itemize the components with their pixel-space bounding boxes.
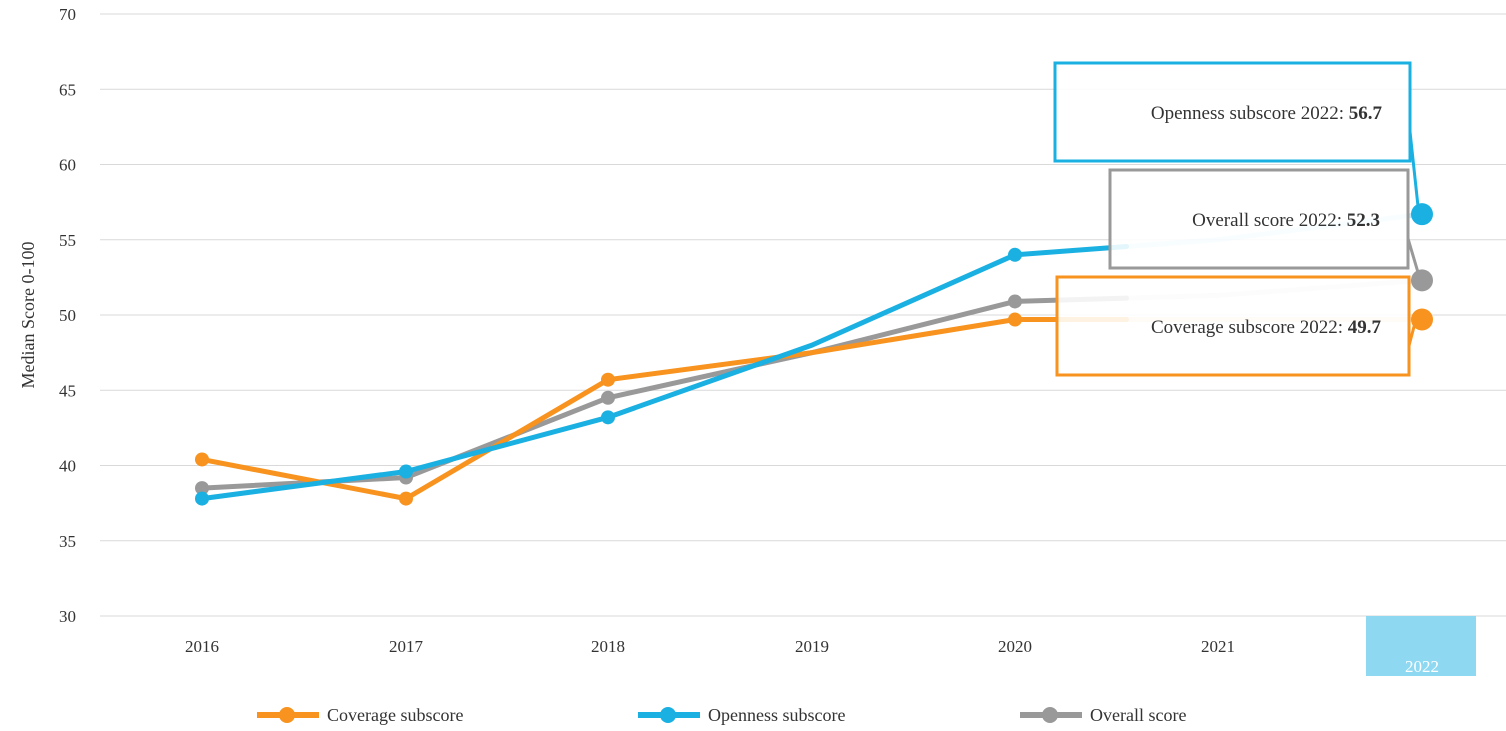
tooltip-layer: Openness subscore 2022: 56.7 Overall scor… bbox=[1053, 61, 1420, 377]
legend-item-openness[interactable]: Openness subscore bbox=[638, 700, 845, 730]
tooltip-box bbox=[1053, 61, 1412, 163]
highlight-band bbox=[1366, 616, 1476, 676]
data-point[interactable] bbox=[601, 372, 615, 387]
legend: Coverage subscore Openness subscore Over… bbox=[0, 700, 1506, 730]
tooltip-prefix: Coverage subscore 2022: bbox=[1151, 317, 1348, 338]
x-tick-label: 2022 bbox=[1405, 657, 1439, 676]
tooltip-prefix: Overall score 2022: bbox=[1192, 210, 1347, 231]
legend-swatch-openness bbox=[638, 707, 700, 723]
tooltip-openness-subscore: Openness subscore 2022: 56.7 bbox=[1053, 61, 1420, 207]
tooltip-pointer bbox=[1406, 238, 1420, 273]
legend-swatch-overall bbox=[1020, 707, 1082, 723]
data-point[interactable] bbox=[1411, 203, 1433, 226]
legend-label-openness: Openness subscore bbox=[708, 704, 846, 725]
legend-label-coverage: Coverage subscore bbox=[327, 704, 464, 725]
tooltip-overall-score: Overall score 2022: 52.3 bbox=[1108, 168, 1420, 273]
x-tick-label: 2021 bbox=[1201, 637, 1235, 656]
tooltip-coverage-subscore: Coverage subscore 2022: 49.7 bbox=[1055, 275, 1420, 377]
y-tick-label: 55 bbox=[59, 231, 76, 250]
x-tick-label: 2018 bbox=[591, 637, 625, 656]
x-tick-label: 2020 bbox=[998, 637, 1032, 656]
data-point[interactable] bbox=[399, 464, 413, 479]
series-line bbox=[199, 244, 1129, 502]
data-point[interactable] bbox=[601, 390, 615, 405]
x-axis-ticks: 2016 2017 2018 2019 2020 2021 2022 bbox=[185, 637, 1439, 676]
data-point[interactable] bbox=[195, 452, 209, 467]
y-axis-ticks: 30 35 40 45 50 55 60 65 70 bbox=[59, 5, 76, 626]
tooltip-text: Overall score 2022: 52.3 bbox=[1192, 210, 1380, 231]
y-tick-label: 40 bbox=[59, 457, 76, 476]
series-line bbox=[199, 317, 1129, 502]
legend-item-coverage[interactable]: Coverage subscore bbox=[257, 700, 463, 730]
tooltip-value: 49.7 bbox=[1348, 317, 1382, 338]
tooltip-prefix: Openness subscore 2022: bbox=[1151, 103, 1349, 124]
y-tick-label: 60 bbox=[59, 156, 76, 175]
y-tick-label: 30 bbox=[59, 607, 76, 626]
tooltip-value: 56.7 bbox=[1349, 103, 1383, 124]
legend-label-overall: Overall score bbox=[1090, 704, 1187, 725]
data-point[interactable] bbox=[1008, 294, 1022, 309]
y-tick-label: 50 bbox=[59, 306, 76, 325]
data-point[interactable] bbox=[195, 481, 209, 496]
data-point[interactable] bbox=[195, 491, 209, 506]
y-axis-label: Median Score 0-100 bbox=[18, 242, 38, 389]
tooltip-text: Openness subscore 2022: 56.7 bbox=[1151, 103, 1383, 124]
x-tick-label: 2017 bbox=[389, 637, 424, 656]
tooltip-box bbox=[1055, 275, 1411, 377]
data-point[interactable] bbox=[601, 410, 615, 425]
y-tick-label: 35 bbox=[59, 532, 76, 551]
data-point[interactable] bbox=[1008, 312, 1022, 327]
grid-lines bbox=[100, 13, 1506, 617]
data-point[interactable] bbox=[1411, 269, 1433, 292]
x-tick-label: 2016 bbox=[185, 637, 219, 656]
y-tick-label: 65 bbox=[59, 80, 76, 99]
y-tick-label: 70 bbox=[59, 5, 76, 24]
x-tick-label: 2019 bbox=[795, 637, 829, 656]
highlight-band-layer bbox=[1366, 616, 1476, 676]
tooltip-value: 52.3 bbox=[1347, 210, 1380, 231]
tooltip-box bbox=[1108, 168, 1410, 270]
data-point[interactable] bbox=[399, 491, 413, 506]
series-line bbox=[199, 295, 1129, 491]
data-point[interactable] bbox=[1008, 247, 1022, 262]
tooltip-pointer bbox=[1408, 131, 1420, 207]
y-tick-label: 45 bbox=[59, 381, 76, 400]
tooltip-pointer bbox=[1407, 311, 1420, 346]
tooltip-text: Coverage subscore 2022: 49.7 bbox=[1151, 317, 1382, 338]
legend-swatch-coverage bbox=[257, 707, 319, 723]
legend-item-overall[interactable]: Overall score bbox=[1020, 700, 1186, 730]
